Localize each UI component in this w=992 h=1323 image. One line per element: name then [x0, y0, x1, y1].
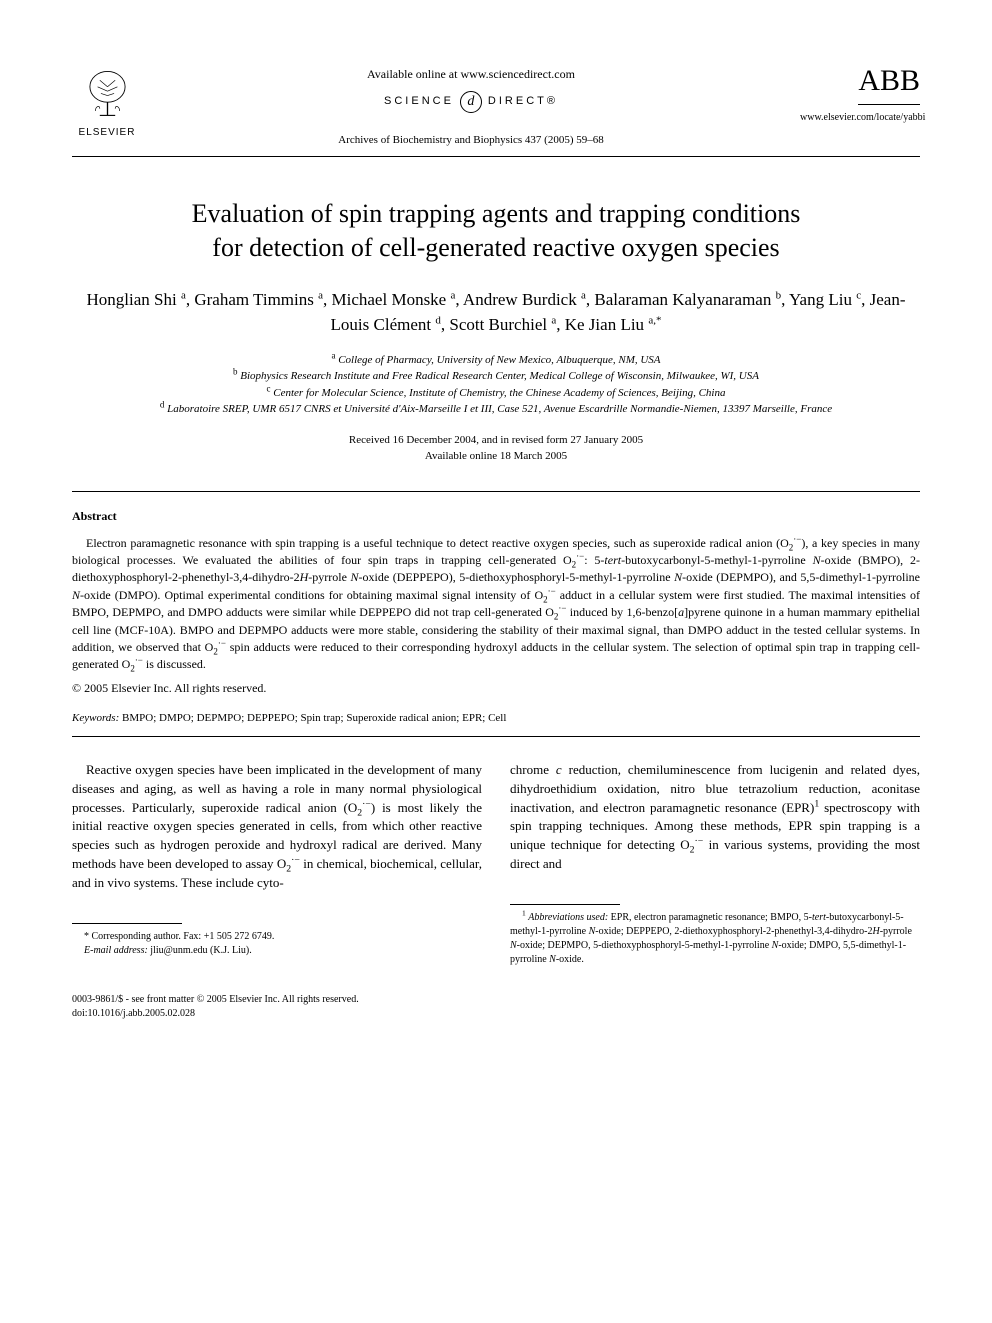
- sciencedirect-logo: SCIENCE d DIRECT®: [384, 91, 558, 113]
- dates-line-2: Available online 18 March 2005: [72, 448, 920, 465]
- science-right: DIRECT®: [488, 94, 558, 109]
- journal-reference: Archives of Biochemistry and Biophysics …: [142, 133, 800, 148]
- article-title: Evaluation of spin trapping agents and t…: [72, 197, 920, 265]
- keywords-label: Keywords:: [72, 712, 119, 724]
- sd-circle-icon: d: [460, 91, 482, 113]
- page-container: ELSEVIER Available online at www.science…: [0, 0, 992, 1071]
- affiliation-c: c Center for Molecular Science, Institut…: [72, 385, 920, 402]
- keywords-text: BMPO; DMPO; DEPMPO; DEPPEPO; Spin trap; …: [122, 712, 506, 724]
- affiliation-b: b Biophysics Research Institute and Free…: [72, 368, 920, 385]
- title-line-2: for detection of cell-generated reactive…: [212, 233, 779, 262]
- authors: Honglian Shi a, Graham Timmins a, Michae…: [72, 287, 920, 338]
- email-address: jliu@unm.edu (K.J. Liu).: [150, 945, 251, 956]
- page-footer: 0003-9861/$ - see front matter © 2005 El…: [72, 993, 920, 1021]
- keywords: Keywords: BMPO; DMPO; DEPMPO; DEPPEPO; S…: [72, 711, 920, 726]
- elsevier-tree-icon: [80, 67, 135, 122]
- body-para-2: chrome c reduction, chemiluminescence fr…: [510, 761, 920, 874]
- affiliation-d: d Laboratoire SREP, UMR 6517 CNRS et Uni…: [72, 401, 920, 418]
- footnote-left: * Corresponding author. Fax: +1 505 272 …: [72, 930, 482, 958]
- abstract-body: Electron paramagnetic resonance with spi…: [72, 535, 920, 674]
- footnote-right: 1 Abbreviations used: EPR, electron para…: [510, 911, 920, 967]
- rule-top: [72, 156, 920, 157]
- rule-above-abstract: [72, 491, 920, 492]
- column-left: Reactive oxygen species have been implic…: [72, 761, 482, 967]
- email-line: E-mail address: jliu@unm.edu (K.J. Liu).: [72, 944, 482, 958]
- available-online-text: Available online at www.sciencedirect.co…: [142, 66, 800, 83]
- journal-url: www.elsevier.com/locate/yabbi: [800, 111, 920, 125]
- abstract-copyright: © 2005 Elsevier Inc. All rights reserved…: [72, 680, 920, 697]
- body-columns: Reactive oxygen species have been implic…: [72, 761, 920, 967]
- affiliation-a: a College of Pharmacy, University of New…: [72, 352, 920, 369]
- abstract-heading: Abstract: [72, 508, 920, 525]
- elsevier-logo: ELSEVIER: [72, 60, 142, 140]
- abstract-paragraph: Electron paramagnetic resonance with spi…: [72, 535, 920, 674]
- affiliations: a College of Pharmacy, University of New…: [72, 352, 920, 418]
- corresponding-author: * Corresponding author. Fax: +1 505 272 …: [72, 930, 482, 944]
- header-row: ELSEVIER Available online at www.science…: [72, 60, 920, 148]
- center-header: Available online at www.sciencedirect.co…: [142, 60, 800, 148]
- elsevier-label: ELSEVIER: [79, 126, 136, 140]
- abb-logo-block: ABB www.elsevier.com/locate/yabbi: [800, 60, 920, 125]
- title-line-1: Evaluation of spin trapping agents and t…: [192, 199, 801, 228]
- email-label: E-mail address:: [84, 945, 148, 956]
- footer-line-2: doi:10.1016/j.abb.2005.02.028: [72, 1007, 920, 1021]
- science-left: SCIENCE: [384, 94, 454, 109]
- column-right: chrome c reduction, chemiluminescence fr…: [510, 761, 920, 967]
- abb-text: ABB: [858, 60, 920, 105]
- footnote-rule-right: [510, 904, 620, 905]
- rule-below-keywords: [72, 736, 920, 737]
- body-para-1: Reactive oxygen species have been implic…: [72, 761, 482, 893]
- footer-line-1: 0003-9861/$ - see front matter © 2005 El…: [72, 993, 920, 1007]
- footnote-rule-left: [72, 923, 182, 924]
- abbreviations-footnote: 1 Abbreviations used: EPR, electron para…: [510, 911, 920, 967]
- article-dates: Received 16 December 2004, and in revise…: [72, 432, 920, 465]
- dates-line-1: Received 16 December 2004, and in revise…: [72, 432, 920, 449]
